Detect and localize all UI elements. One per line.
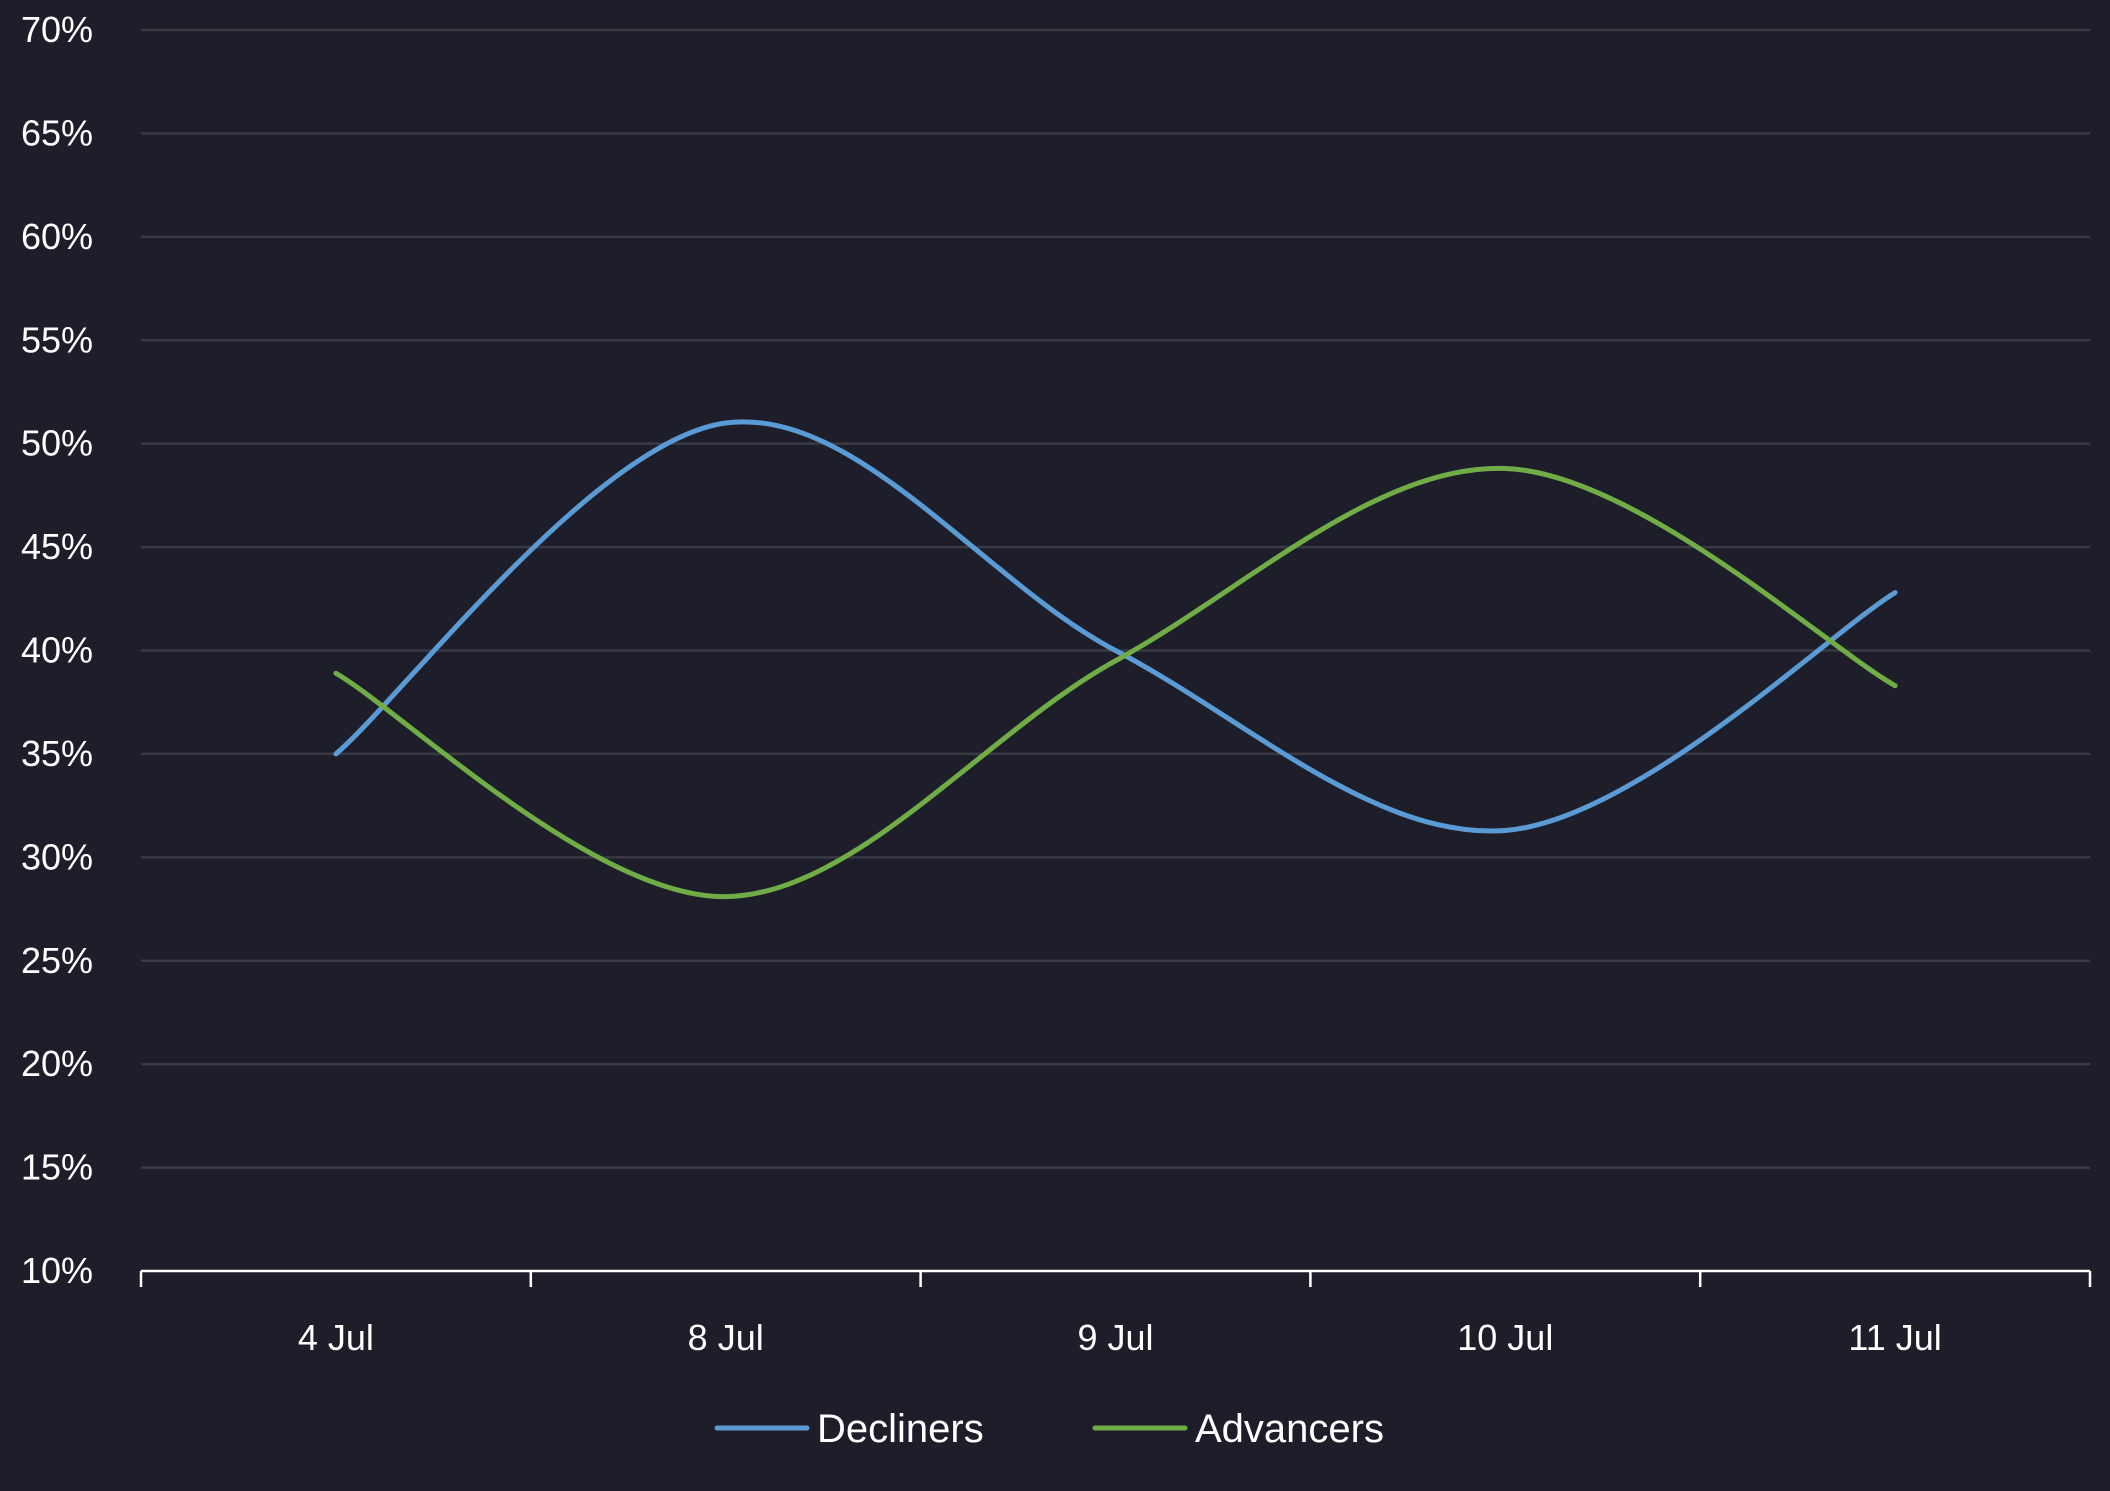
legend-label-advancers: Advancers [1195,1407,1384,1451]
y-tick-label: 10% [21,1250,93,1291]
y-axis-tick-labels: 10% 15% 20% 25% 30% 35% 40% 45% 50% 55% 60% 65% 70% [21,9,93,1291]
x-tick-label: 11 Jul [1848,1317,1941,1358]
gridlines [141,28,2090,1169]
y-tick-label: 45% [21,526,93,567]
y-tick-label: 15% [21,1147,93,1188]
x-axis-tick-labels: 4 Jul 8 Jul 9 Jul 10 Jul 11 Jul [298,1317,1942,1358]
y-tick-label: 35% [21,733,93,774]
y-tick-label: 25% [21,940,93,981]
y-tick-label: 65% [21,112,93,153]
x-tick-label: 10 Jul [1457,1317,1553,1358]
y-tick-label: 50% [21,423,93,464]
x-tick-label: 9 Jul [1077,1317,1153,1358]
y-tick-label: 20% [21,1043,93,1084]
series-line-decliners [333,419,1898,834]
x-axis [139,1269,2092,1287]
legend-label-decliners: Decliners [817,1407,984,1451]
series-lines [333,419,1898,900]
x-tick-label: 8 Jul [688,1317,764,1358]
y-tick-label: 60% [21,216,93,257]
y-tick-label: 40% [21,630,93,671]
y-tick-label: 55% [21,319,93,360]
y-tick-label: 30% [21,836,93,877]
series-line-advancers [333,465,1898,900]
y-tick-label: 70% [21,9,93,50]
legend: Decliners Advancers [714,1407,1384,1451]
x-tick-label: 4 Jul [298,1317,374,1358]
